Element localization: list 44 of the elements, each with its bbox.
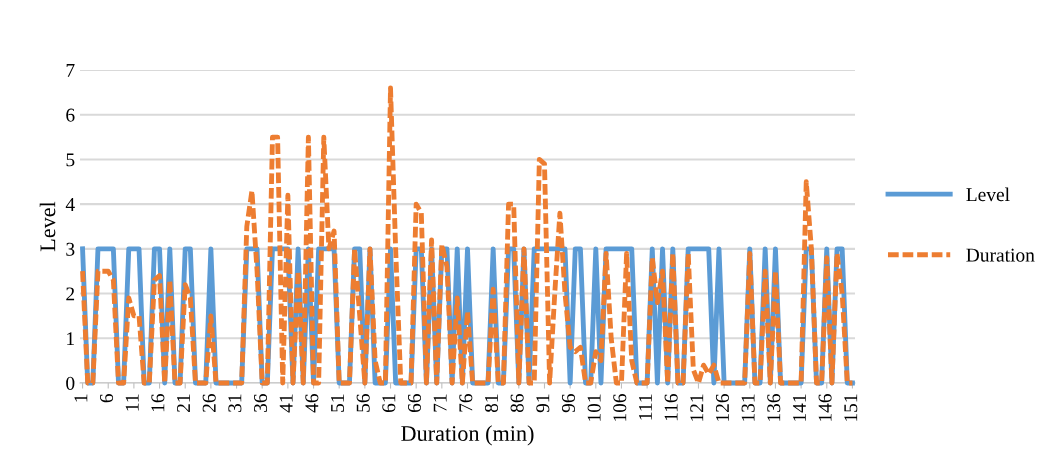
x-tick-label: 61 <box>382 394 396 413</box>
x-tick-label: 6 <box>100 394 114 403</box>
y-tick-label: 7 <box>66 64 75 77</box>
x-tick-label: 31 <box>228 394 242 412</box>
x-tick-label: 76 <box>459 394 473 412</box>
x-tick-label: 46 <box>305 394 319 413</box>
x-tick-label: 16 <box>151 394 165 412</box>
x-tick-label: 106 <box>613 394 627 421</box>
y-tick-label: 5 <box>66 153 75 167</box>
y-tick-label: 3 <box>66 242 75 256</box>
x-tick-label: 21 <box>177 394 190 413</box>
x-tick-label: 141 <box>792 394 806 421</box>
x-tick-label: 116 <box>664 394 678 421</box>
x-tick-label: 86 <box>510 394 524 413</box>
x-tick-label: 81 <box>484 394 499 413</box>
x-tick-label: 41 <box>279 394 293 413</box>
x-tick-label: 121 <box>690 394 704 421</box>
y-tick-label: 4 <box>65 198 75 211</box>
x-tick-label: 36 <box>254 394 268 412</box>
x-tick-label: 146 <box>818 394 832 421</box>
y-axis-title: Level <box>39 201 56 252</box>
x-tick-label: 56 <box>356 394 370 412</box>
x-tick-label: 26 <box>202 394 216 413</box>
legend-label: Duration <box>966 248 1035 262</box>
y-tick-label: 2 <box>66 287 75 301</box>
x-tick-label: 1 <box>74 394 88 402</box>
x-tick-label: 96 <box>561 394 576 413</box>
x-tick-label: 131 <box>741 394 755 421</box>
x-tick-label: 111 <box>638 394 652 420</box>
x-tick-label: 66 <box>407 394 422 413</box>
x-axis-title: Duration (min) <box>401 425 534 446</box>
x-tick-label: 11 <box>125 394 139 411</box>
x-tick-label: 101 <box>587 394 601 421</box>
legend-label: Level <box>966 187 1010 202</box>
x-tick-label: 151 <box>844 394 858 421</box>
y-tick-label: 0 <box>66 376 75 390</box>
x-tick-label: 71 <box>433 394 447 412</box>
x-tick-label: 136 <box>767 394 781 421</box>
y-tick-label: 1 <box>67 332 74 346</box>
line-series <box>80 85 855 386</box>
y-tick-label: 6 <box>66 108 75 122</box>
x-tick-label: 91 <box>536 394 550 413</box>
x-tick-label: 126 <box>715 394 729 421</box>
x-tick-label: 51 <box>331 394 345 412</box>
